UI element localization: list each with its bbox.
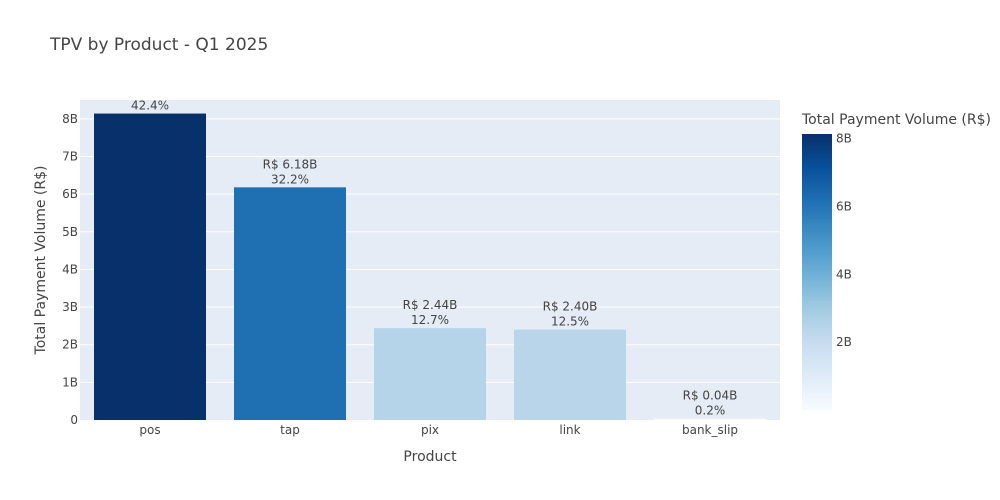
x-tick-label: pix bbox=[421, 423, 439, 437]
chart-title: TPV by Product - Q1 2025 bbox=[49, 35, 268, 55]
colorbar-tick-label: 4B bbox=[836, 267, 852, 281]
bar-pix bbox=[374, 328, 486, 420]
colorbar-title: Total Payment Volume (R$) bbox=[801, 112, 991, 128]
x-tick-label: link bbox=[559, 423, 580, 437]
y-tick-label: 4B bbox=[62, 262, 78, 276]
y-tick-label: 8B bbox=[62, 112, 78, 126]
x-axis-ticks: pos tap pix link bank_slip bbox=[139, 423, 738, 437]
bar-share-label: 32.2% bbox=[271, 172, 309, 186]
bar-value-label: R$ 6.18B bbox=[263, 157, 318, 171]
bar-share-label: 12.7% bbox=[411, 313, 449, 327]
bar-share-label: 12.5% bbox=[551, 315, 589, 329]
y-tick-label: 5B bbox=[62, 225, 78, 239]
colorbar-tick-label: 8B bbox=[836, 132, 852, 146]
bar-value-label: R$ 0.04B bbox=[683, 388, 738, 402]
colorbar-gradient bbox=[802, 134, 832, 410]
bar-pos bbox=[94, 113, 206, 420]
x-tick-label: bank_slip bbox=[682, 423, 738, 437]
colorbar: Total Payment Volume (R$) 2B 4B 6B 8B bbox=[801, 112, 991, 410]
y-tick-label: 3B bbox=[62, 300, 78, 314]
colorbar-tick-label: 6B bbox=[836, 200, 852, 214]
x-axis-title: Product bbox=[403, 449, 457, 465]
bars bbox=[94, 113, 766, 420]
colorbar-ticks: 2B 4B 6B 8B bbox=[836, 132, 852, 349]
y-axis-ticks: 0 1B 2B 3B 4B 5B 6B 7B 8B bbox=[62, 112, 78, 427]
colorbar-tick-label: 2B bbox=[836, 335, 852, 349]
bar-share-label: 0.2% bbox=[695, 403, 726, 417]
y-tick-label: 7B bbox=[62, 149, 78, 163]
bar-share-label: 42.4% bbox=[131, 99, 169, 113]
bar-bank_slip bbox=[654, 418, 766, 420]
y-tick-label: 2B bbox=[62, 338, 78, 352]
x-tick-label: tap bbox=[280, 423, 300, 437]
bar-tap bbox=[234, 187, 346, 420]
bar-value-label: R$ 2.44B bbox=[403, 298, 458, 312]
bar-value-label: R$ 2.40B bbox=[543, 300, 598, 314]
x-tick-label: pos bbox=[139, 423, 160, 437]
y-axis-title: Total Payment Volume (R$) bbox=[33, 166, 49, 356]
y-tick-label: 1B bbox=[62, 375, 78, 389]
y-tick-label: 6B bbox=[62, 187, 78, 201]
y-tick-label: 0 bbox=[70, 413, 78, 427]
bar-link bbox=[514, 329, 626, 420]
